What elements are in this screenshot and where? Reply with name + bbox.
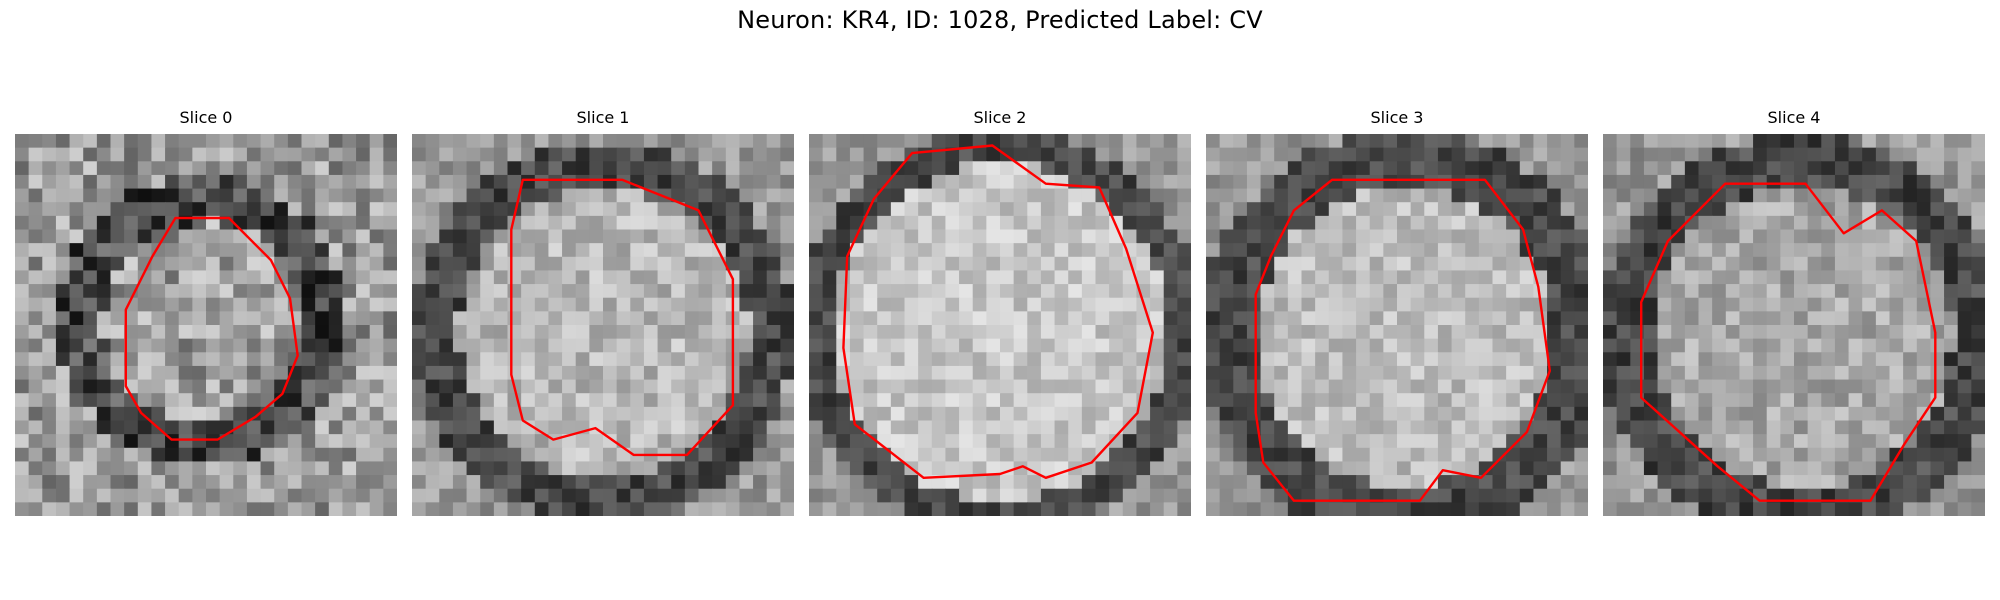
segmentation-contour: [510, 178, 735, 457]
figure-title: Neuron: KR4, ID: 1028, Predicted Label: …: [737, 6, 1263, 34]
segmentation-contour: [1640, 182, 1937, 502]
pixel-grid: [15, 134, 397, 516]
slice-image-3: [1206, 134, 1588, 516]
slice-image-0: [15, 134, 397, 516]
pixel-grid: [1603, 134, 1985, 516]
segmentation-contour: [124, 216, 299, 441]
slice-title-3: Slice 3: [1370, 108, 1424, 127]
pixel-grid: [809, 134, 1191, 516]
slice-title-2: Slice 2: [973, 108, 1027, 127]
slice-title-4: Slice 4: [1767, 108, 1821, 127]
slice-image-4: [1603, 134, 1985, 516]
segmentation-contour: [1254, 178, 1551, 502]
slice-image-2: [809, 134, 1191, 516]
segmentation-contour: [842, 144, 1154, 479]
pixel-grid: [412, 134, 794, 516]
slice-image-1: [412, 134, 794, 516]
slice-title-1: Slice 1: [576, 108, 630, 127]
slice-title-0: Slice 0: [179, 108, 233, 127]
